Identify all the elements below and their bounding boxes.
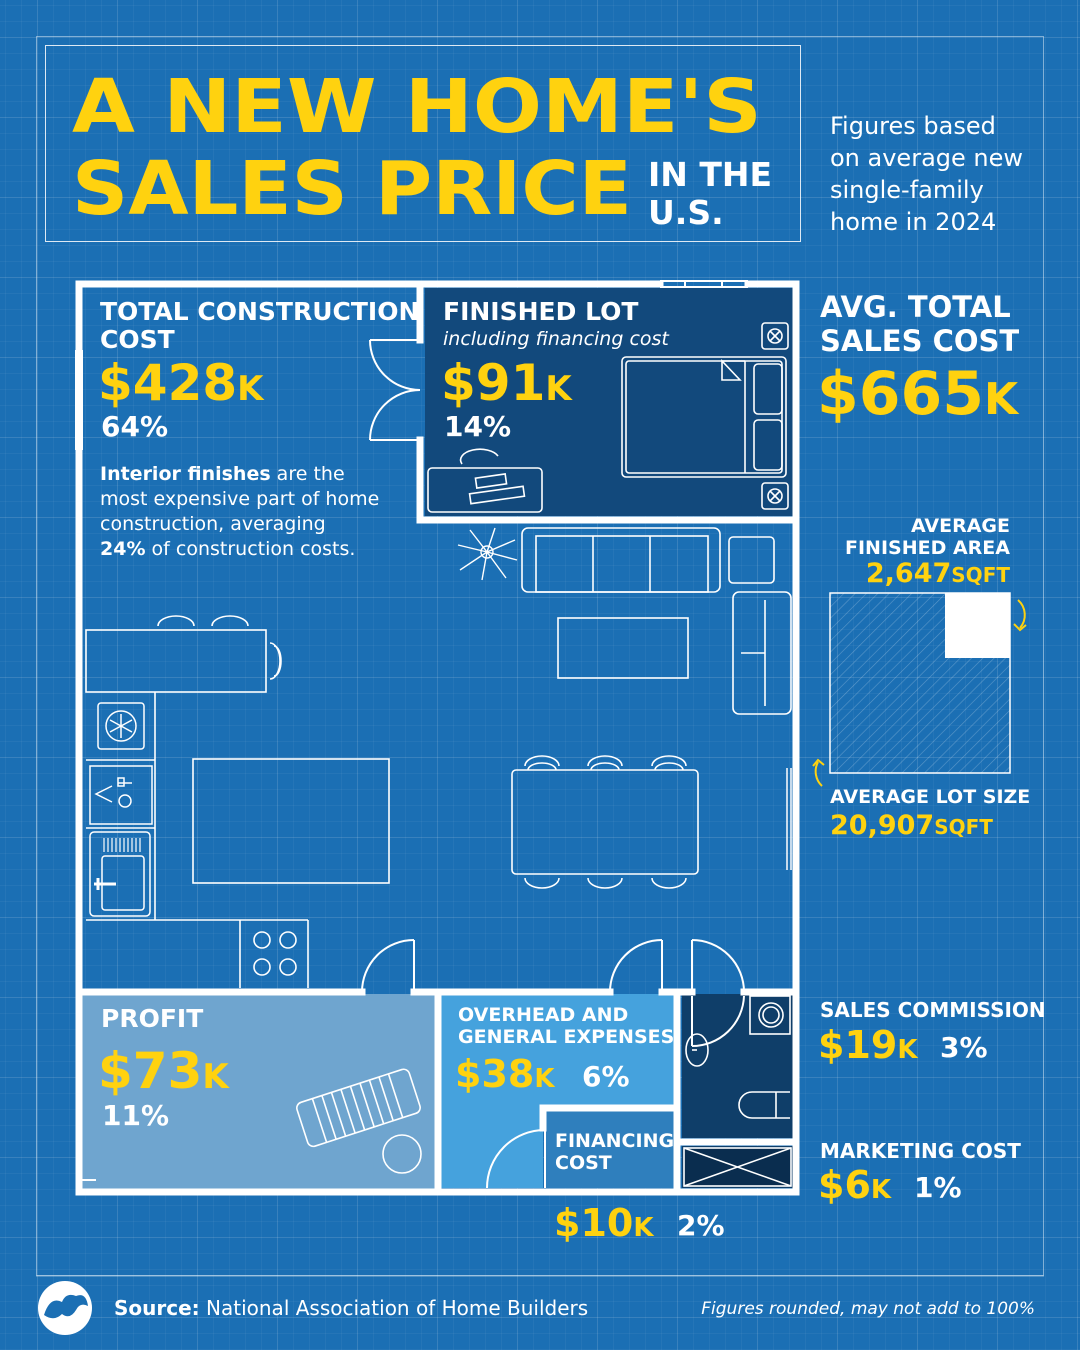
title-line-2: SALES PRICE <box>72 146 632 232</box>
interior-walls <box>75 280 800 1196</box>
financing-amount: $10K <box>554 1201 654 1245</box>
note-line-1: Figures based <box>830 112 996 140</box>
coffee-table-icon <box>557 617 689 679</box>
sales-commission-percent: 3% <box>940 1031 988 1064</box>
lot-size-value: 20,907SQFT <box>830 810 993 841</box>
overhead-room-lower <box>441 1108 543 1188</box>
logo-icon <box>38 1281 92 1335</box>
profit-amount: $73K <box>98 1042 229 1100</box>
lot-size-label: AVERAGE LOT SIZE <box>830 786 1031 808</box>
left-window-icon <box>75 350 83 450</box>
financing-label-2: COST <box>555 1152 612 1174</box>
profit-label: PROFIT <box>101 1004 204 1033</box>
side-table-round-icon <box>382 1134 422 1174</box>
total-sales-label-1: AVG. TOTAL <box>820 290 1011 324</box>
desk-icon <box>427 448 543 513</box>
sofa-icon <box>521 527 721 593</box>
construction-note: Interior finishes are the most expensive… <box>100 463 380 560</box>
dishwasher-icon <box>89 765 153 825</box>
finished-lot-room <box>425 288 793 516</box>
right-window-icon <box>786 768 792 870</box>
marketing-label: MARKETING COST <box>820 1139 1021 1163</box>
sales-commission-label: SALES COMMISSION <box>820 998 1046 1022</box>
toilet-icon <box>749 995 791 1035</box>
finished-lot-amount: $91K <box>441 354 572 412</box>
title-line-1: A NEW HOME'S <box>72 64 762 150</box>
top-window-icon <box>660 280 748 288</box>
nightstand-icon <box>761 322 789 510</box>
finished-area-square <box>945 593 1010 658</box>
finished-lot-percent: 14% <box>444 410 512 443</box>
title-suffix-line-2: U.S. <box>648 193 724 232</box>
bathtub-icon <box>738 1091 790 1119</box>
note-line-3: single-family <box>830 176 984 204</box>
overhead-room <box>441 994 674 1108</box>
kitchen-island-icon <box>192 758 390 884</box>
construction-label-2: COST <box>100 325 175 354</box>
total-sales-amount: $665K <box>817 359 1019 429</box>
construction-amount: $428K <box>98 354 264 412</box>
door-icons <box>82 339 745 1189</box>
note-line-2: on average new <box>830 144 1024 172</box>
marketing-percent: 1% <box>914 1171 962 1204</box>
bathroom-sink-icon <box>685 1033 709 1067</box>
stove-icon <box>253 931 297 976</box>
title-box <box>45 45 801 242</box>
dining-table-icon <box>511 755 699 889</box>
arrow-icon <box>812 599 1027 787</box>
sales-commission-amount: $19K <box>818 1023 918 1067</box>
total-sales-label-2: SALES COST <box>820 324 1020 358</box>
source-text: Source: National Association of Home Bui… <box>114 1296 589 1320</box>
finished-lot-sublabel: including financing cost <box>443 328 669 350</box>
finished-area-value: 2,647SQFT <box>865 558 1010 589</box>
bed-icon <box>621 356 787 478</box>
fridge-icon <box>97 702 145 750</box>
construction-label-1: TOTAL CONSTRUCTION <box>100 297 420 326</box>
overhead-label-1: OVERHEAD AND <box>458 1004 629 1026</box>
armchair-icon <box>732 591 792 715</box>
construction-percent: 64% <box>101 410 169 443</box>
kitchen-counter-icon <box>85 615 309 988</box>
outer-frame <box>36 36 1044 1276</box>
profit-room <box>82 994 437 1190</box>
profit-percent: 11% <box>102 1099 170 1132</box>
overhead-amount: $38K <box>455 1052 555 1096</box>
title-suffix-line-1: IN THE <box>648 155 773 194</box>
closet-icon <box>683 1147 792 1187</box>
note-line-4: home in 2024 <box>830 208 997 236</box>
financing-label-1: FINANCING <box>555 1130 675 1152</box>
sun-lounger-icon <box>296 1068 421 1148</box>
finished-lot-label: FINISHED LOT <box>443 297 639 326</box>
overhead-label-2: GENERAL EXPENSES <box>458 1026 675 1048</box>
side-table-icon <box>728 536 775 584</box>
marketing-amount: $6K <box>818 1163 892 1207</box>
finished-area-label: AVERAGE FINISHED AREA <box>845 515 1010 559</box>
sink-icon <box>89 831 151 917</box>
disclaimer-text: Figures rounded, may not add to 100% <box>701 1299 1035 1319</box>
financing-room <box>545 1110 674 1188</box>
financing-percent: 2% <box>677 1209 725 1242</box>
overhead-percent: 6% <box>582 1060 630 1093</box>
plant-icon <box>457 527 518 581</box>
